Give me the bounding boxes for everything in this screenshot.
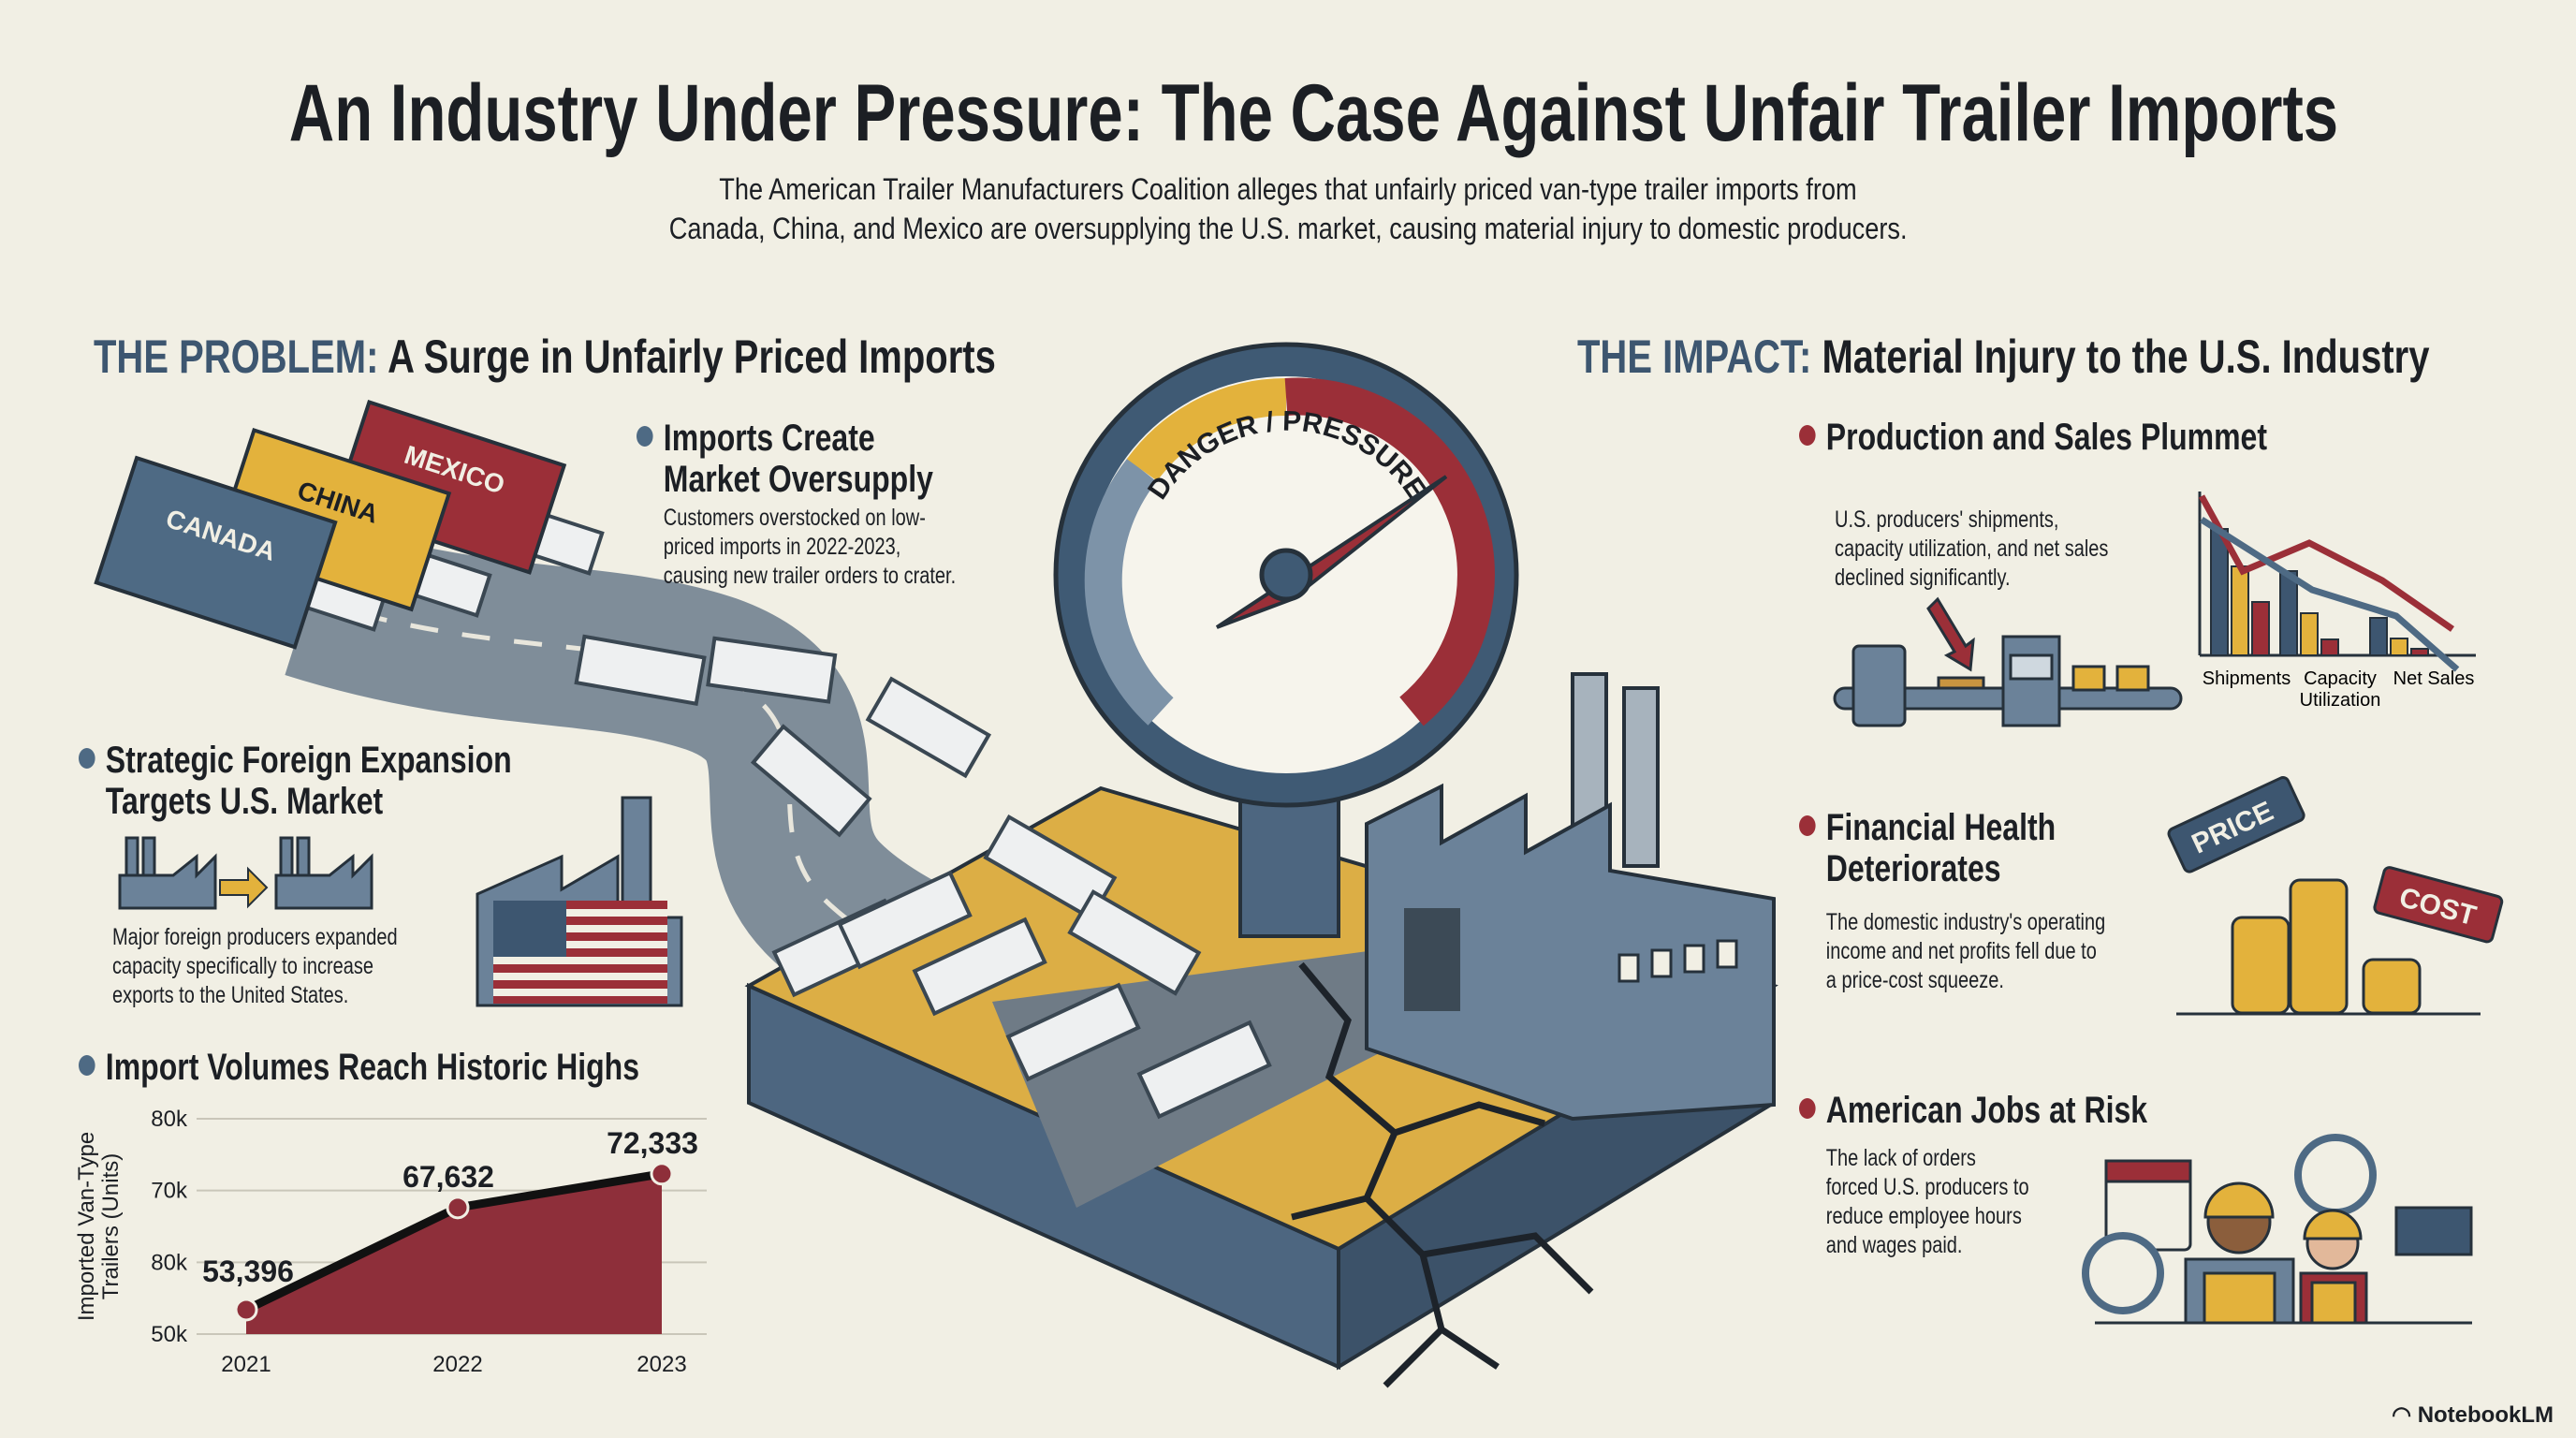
subtitle-line-1: The American Trailer Manufacturers Coali…: [719, 172, 1857, 206]
area-fill: [246, 1173, 662, 1334]
x-tick-label: 2023: [637, 1352, 686, 1376]
container-mexico: MEXICO: [331, 399, 567, 575]
data-label: 72,333: [607, 1126, 698, 1160]
notebooklm-logo-icon: ◠: [2392, 1402, 2418, 1428]
gauge-stem: [1238, 785, 1340, 938]
factory-roof: [1365, 783, 1776, 1122]
subtitle-line-2: Canada, China, and Mexico are oversupply…: [668, 212, 1908, 245]
us-factory-flag-icon: [476, 796, 683, 1007]
trailers: [264, 499, 1272, 1120]
arrow-right-icon: [219, 866, 269, 909]
y-tick-label: 80k: [151, 1107, 188, 1132]
y-tick-label: 50k: [151, 1322, 188, 1347]
container-canada: CANADA: [94, 455, 338, 650]
chart-label-utilization: Utilization: [2300, 690, 2381, 711]
data-point: [234, 1298, 258, 1322]
smokestack: [1622, 686, 1660, 868]
oversupply-block: Imports Create Market Oversupply Custome…: [637, 418, 956, 591]
x-tick-label: 2022: [432, 1352, 482, 1376]
y-axis-label: Imported Van-Type: [75, 1132, 99, 1321]
notebooklm-brand: ◠ NotebookLM: [2392, 1402, 2554, 1428]
foreign-factory-icon: [118, 836, 373, 910]
financial-block: Financial Health Deteriorates The domest…: [1799, 807, 2105, 995]
x-tick-label: 2021: [221, 1352, 271, 1376]
gauge-arc-red: [1284, 377, 1495, 726]
bullet-icon: [1799, 815, 1816, 836]
y-tick-label: 80k: [151, 1250, 188, 1275]
bullet-icon: [1799, 1098, 1816, 1119]
factory-windows: [1617, 939, 1738, 983]
bullet-icon: [79, 748, 95, 769]
jobs-block: American Jobs at Risk The lack of orders…: [1799, 1090, 2147, 1260]
data-point: [446, 1196, 470, 1220]
gauge-arc-blue: [1084, 458, 1174, 726]
y-axis-label: Trailers (Units): [98, 1153, 124, 1299]
chart-label-net-sales: Net Sales: [2393, 668, 2475, 689]
bullet-icon: [79, 1055, 95, 1076]
data-point: [650, 1162, 674, 1186]
workers-illustration: [2082, 1134, 2473, 1325]
conveyor-illustration: [1833, 596, 2183, 727]
factory-door: [1404, 908, 1460, 1011]
volumes-heading: Import Volumes Reach Historic Highs: [79, 1047, 639, 1088]
production-body: U.S. producers' shipments, capacity utili…: [1835, 506, 2109, 591]
production-decline-chart: [2198, 492, 2476, 672]
chart-label-capacity: Capacity: [2304, 668, 2377, 689]
problem-section-heading: THE PROBLEM: A Surge in Unfairly Priced …: [94, 330, 996, 383]
expansion-body: Major foreign producers expanded capacity…: [112, 924, 398, 1008]
impact-section-heading: THE IMPACT: Material Injury to the U.S. …: [1577, 330, 2430, 383]
crack-icon: [1291, 961, 1594, 1388]
bullet-icon: [637, 426, 653, 447]
bullet-icon: [1799, 425, 1816, 446]
expansion-block: Strategic Foreign Expansion Targets U.S.…: [79, 740, 512, 822]
chart-label-shipments: Shipments: [2203, 668, 2291, 689]
production-heading: Production and Sales Plummet: [1799, 417, 2267, 458]
data-label: 67,632: [402, 1160, 494, 1194]
page-title: An Industry Under Pressure: The Case Aga…: [288, 68, 2339, 158]
data-label: 53,396: [202, 1255, 294, 1288]
import-volume-chart: 50k 80k 70k 80k 53,396 2021 67,632 2022 72,333 20…: [75, 1107, 707, 1376]
gauge-arc-yellow: [1126, 377, 1287, 482]
coins-squeeze-illustration: PRICE COST: [2167, 776, 2504, 1016]
y-tick-label: 70k: [151, 1179, 188, 1204]
